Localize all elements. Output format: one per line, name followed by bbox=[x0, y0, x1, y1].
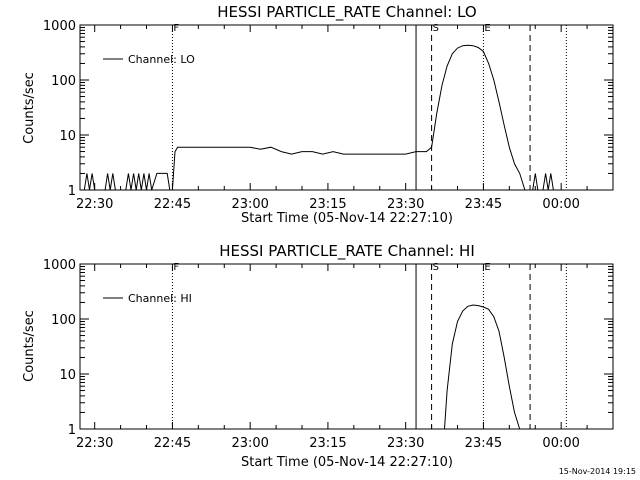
plot-frame bbox=[79, 24, 614, 191]
x-tick-label: 00:00 bbox=[542, 197, 579, 212]
x-tick-label: 23:45 bbox=[465, 197, 502, 212]
chart-panel-lo: HESSI PARTICLE_RATE Channel: LO Counts/s… bbox=[22, 3, 614, 226]
x-axis-label: Start Time (05-Nov-14 22:27:10) bbox=[241, 211, 453, 226]
marker-label: F bbox=[173, 262, 179, 273]
x-tick-label: 23:00 bbox=[231, 197, 268, 212]
x-tick-label: 23:30 bbox=[387, 436, 424, 451]
legend: Channel: HI bbox=[103, 292, 192, 305]
x-axis-label: Start Time (05-Nov-14 22:27:10) bbox=[241, 455, 453, 470]
legend-label: Channel: LO bbox=[128, 53, 195, 66]
y-tick-label: 1000 bbox=[43, 258, 76, 273]
marker-label: F bbox=[173, 23, 179, 34]
y-axis-label: Counts/sec bbox=[22, 310, 37, 382]
y-axis-label: Counts/sec bbox=[22, 72, 37, 144]
y-tick-label: 1 bbox=[68, 184, 76, 199]
x-tick-label: 23:00 bbox=[231, 436, 268, 451]
marker-label: S bbox=[433, 23, 439, 34]
plot-frame bbox=[79, 263, 614, 430]
marker-label: E bbox=[484, 262, 490, 273]
x-tick-label: 23:45 bbox=[465, 436, 502, 451]
x-tick-label: 22:45 bbox=[154, 197, 191, 212]
x-tick-label: 22:30 bbox=[76, 436, 113, 451]
axis-ticks: 22:30 22:45 23:00 23:15 23:30 23:45 00:00 1 10 10… bbox=[43, 19, 614, 212]
y-tick-label: 10 bbox=[59, 368, 76, 383]
chart-title: HESSI PARTICLE_RATE Channel: HI bbox=[219, 242, 475, 261]
y-tick-label: 10 bbox=[59, 129, 76, 144]
chart-panel-hi: HESSI PARTICLE_RATE Channel: HI Counts/s… bbox=[22, 242, 614, 470]
marker-label: S bbox=[433, 262, 439, 273]
series-line-hi bbox=[444, 304, 521, 430]
y-tick-label: 100 bbox=[51, 313, 76, 328]
series-line-lo bbox=[80, 44, 554, 191]
x-tick-label: 22:45 bbox=[154, 436, 191, 451]
x-tick-label: 23:30 bbox=[387, 197, 424, 212]
y-tick-label: 100 bbox=[51, 74, 76, 89]
legend: Channel: LO bbox=[103, 53, 195, 66]
x-tick-label: 23:15 bbox=[309, 436, 346, 451]
x-tick-label: 22:30 bbox=[76, 197, 113, 212]
x-tick-label: 23:15 bbox=[309, 197, 346, 212]
y-tick-label: 1 bbox=[68, 423, 76, 438]
marker-label: E bbox=[484, 23, 490, 34]
chart-title: HESSI PARTICLE_RATE Channel: LO bbox=[217, 3, 476, 22]
x-tick-label: 00:00 bbox=[542, 436, 579, 451]
y-tick-label: 1000 bbox=[43, 19, 76, 34]
generation-timestamp: 15-Nov-2014 19:15 bbox=[559, 467, 636, 476]
legend-label: Channel: HI bbox=[128, 292, 192, 305]
